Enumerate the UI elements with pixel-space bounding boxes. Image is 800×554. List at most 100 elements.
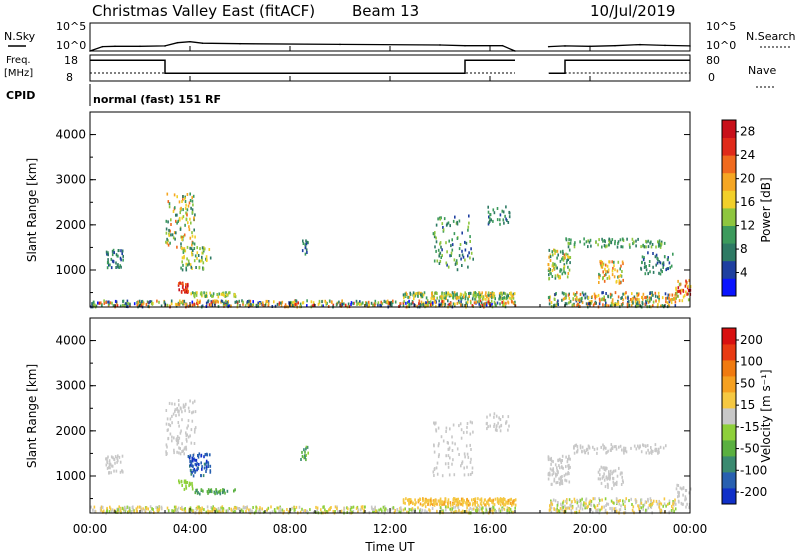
nsky-point [501,44,504,47]
range-cell [608,477,611,481]
range-cell [470,448,472,451]
range-cell [457,497,460,501]
range-cell [631,292,633,296]
range-cell [441,292,443,296]
range-cell [441,248,443,252]
range-cell [509,507,512,511]
range-cell [650,450,652,454]
range-cell [618,445,620,449]
range-cell [306,299,308,303]
range-cell [197,454,199,457]
range-cell [484,302,487,306]
range-cell [305,242,308,246]
range-cell [330,506,332,509]
range-cell [665,268,667,272]
range-cell [550,506,553,510]
range-cell [187,435,190,439]
range-cell [648,264,651,267]
colorbar-swatch [722,208,736,226]
range-cell [100,301,102,305]
range-cell [625,497,627,501]
range-cell [674,293,676,297]
range-cell [304,252,307,256]
range-cell [473,498,475,501]
range-cell [445,430,447,433]
range-cell [556,503,559,507]
range-cell [573,446,575,450]
range-cell [259,508,262,512]
range-cell [344,303,347,307]
range-cell [284,303,287,307]
range-cell [408,507,410,511]
range-cell [624,292,626,296]
y-tick-label: 3000 [55,173,86,187]
range-cell [409,291,411,295]
range-cell [576,445,579,449]
range-cell [119,509,122,513]
range-cell [487,293,489,297]
range-cell [619,267,621,271]
range-cell [413,303,416,307]
range-cell [444,296,447,300]
range-cell [101,505,104,509]
range-cell [414,294,416,298]
range-cell [666,301,669,305]
range-cell [478,302,480,306]
range-cell [599,473,601,477]
range-cell [191,253,193,257]
range-cell [252,300,254,304]
range-cell [235,300,238,304]
range-cell [442,226,444,229]
range-cell [445,454,447,458]
range-cell [493,425,495,428]
range-cell [551,468,553,472]
range-cell [497,421,499,425]
range-cell [665,296,667,300]
range-cell [115,469,118,473]
range-cell [628,304,631,307]
range-cell [115,300,118,304]
range-cell [570,508,573,512]
range-cell [621,270,623,273]
range-cell [677,495,679,499]
range-cell [587,451,589,455]
range-cell [196,291,198,295]
range-cell [177,399,180,402]
range-cell [103,299,105,303]
range-cell [652,499,655,503]
range-cell [116,510,119,513]
range-cell [177,441,180,445]
x-tick-label: 08:00 [273,522,308,536]
range-cell [619,238,622,242]
range-cell [433,444,435,448]
range-cell [445,294,447,298]
range-cell [429,498,432,502]
range-cell [665,300,667,304]
range-cell [485,297,487,301]
range-cell [305,509,307,513]
range-cell [492,292,494,296]
range-cell [442,228,445,232]
range-cell [119,304,122,308]
range-cell [167,509,170,513]
x-tick-label: 00:00 [673,522,708,536]
range-cell [585,497,588,501]
range-cell [456,222,459,226]
range-cell [452,295,455,299]
range-cell [505,301,507,305]
range-cell [439,251,442,255]
range-cell [589,238,592,242]
range-cell [132,508,134,512]
range-cell [661,270,663,274]
range-cell [615,483,618,486]
range-cell [374,302,377,306]
range-cell [496,500,499,504]
range-cell [598,468,601,472]
x-tick-label: 12:00 [373,522,408,536]
range-cell [586,302,589,306]
range-cell [588,240,591,244]
range-cell [620,264,622,268]
range-cell [196,246,198,250]
range-cell [415,501,417,505]
range-cell [216,491,218,495]
